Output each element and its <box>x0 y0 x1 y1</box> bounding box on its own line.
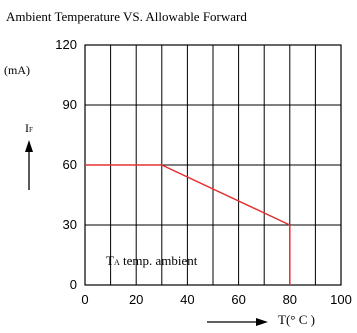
y-axis-subscript: F <box>29 126 33 134</box>
annotation-subscript: A <box>114 258 120 267</box>
y-axis-label: IF <box>25 121 33 135</box>
x-tick-label: 0 <box>81 292 88 307</box>
y-tick-label: 90 <box>63 97 77 112</box>
annotation-symbol: T <box>106 253 114 268</box>
annotation-text: temp. ambient <box>120 253 198 268</box>
y-tick-label: 30 <box>63 217 77 232</box>
y-tick-label: 0 <box>70 277 77 292</box>
grid <box>85 45 341 285</box>
ambient-annotation: TA temp. ambient <box>106 253 198 268</box>
x-axis-label: T(° C ) <box>278 312 315 327</box>
x-axis-arrow <box>207 318 268 326</box>
x-tick-label: 80 <box>283 292 297 307</box>
y-tick-labels: 0 30 60 90 120 <box>55 37 77 292</box>
y-axis-unit: (mA) <box>4 63 30 77</box>
x-tick-labels: 0 20 40 60 80 100 <box>81 292 351 307</box>
chart-title: Ambient Temperature VS. Allowable Forwar… <box>6 9 247 24</box>
y-axis-symbol: I <box>25 121 29 135</box>
y-tick-label: 60 <box>63 157 77 172</box>
series-group <box>84 164 291 286</box>
y-tick-label: 120 <box>55 37 77 52</box>
x-tick-label: 20 <box>129 292 143 307</box>
series-segment <box>161 164 291 226</box>
x-tick-label: 100 <box>330 292 352 307</box>
x-tick-label: 60 <box>231 292 245 307</box>
y-axis-arrow <box>25 140 33 190</box>
x-tick-label: 40 <box>180 292 194 307</box>
